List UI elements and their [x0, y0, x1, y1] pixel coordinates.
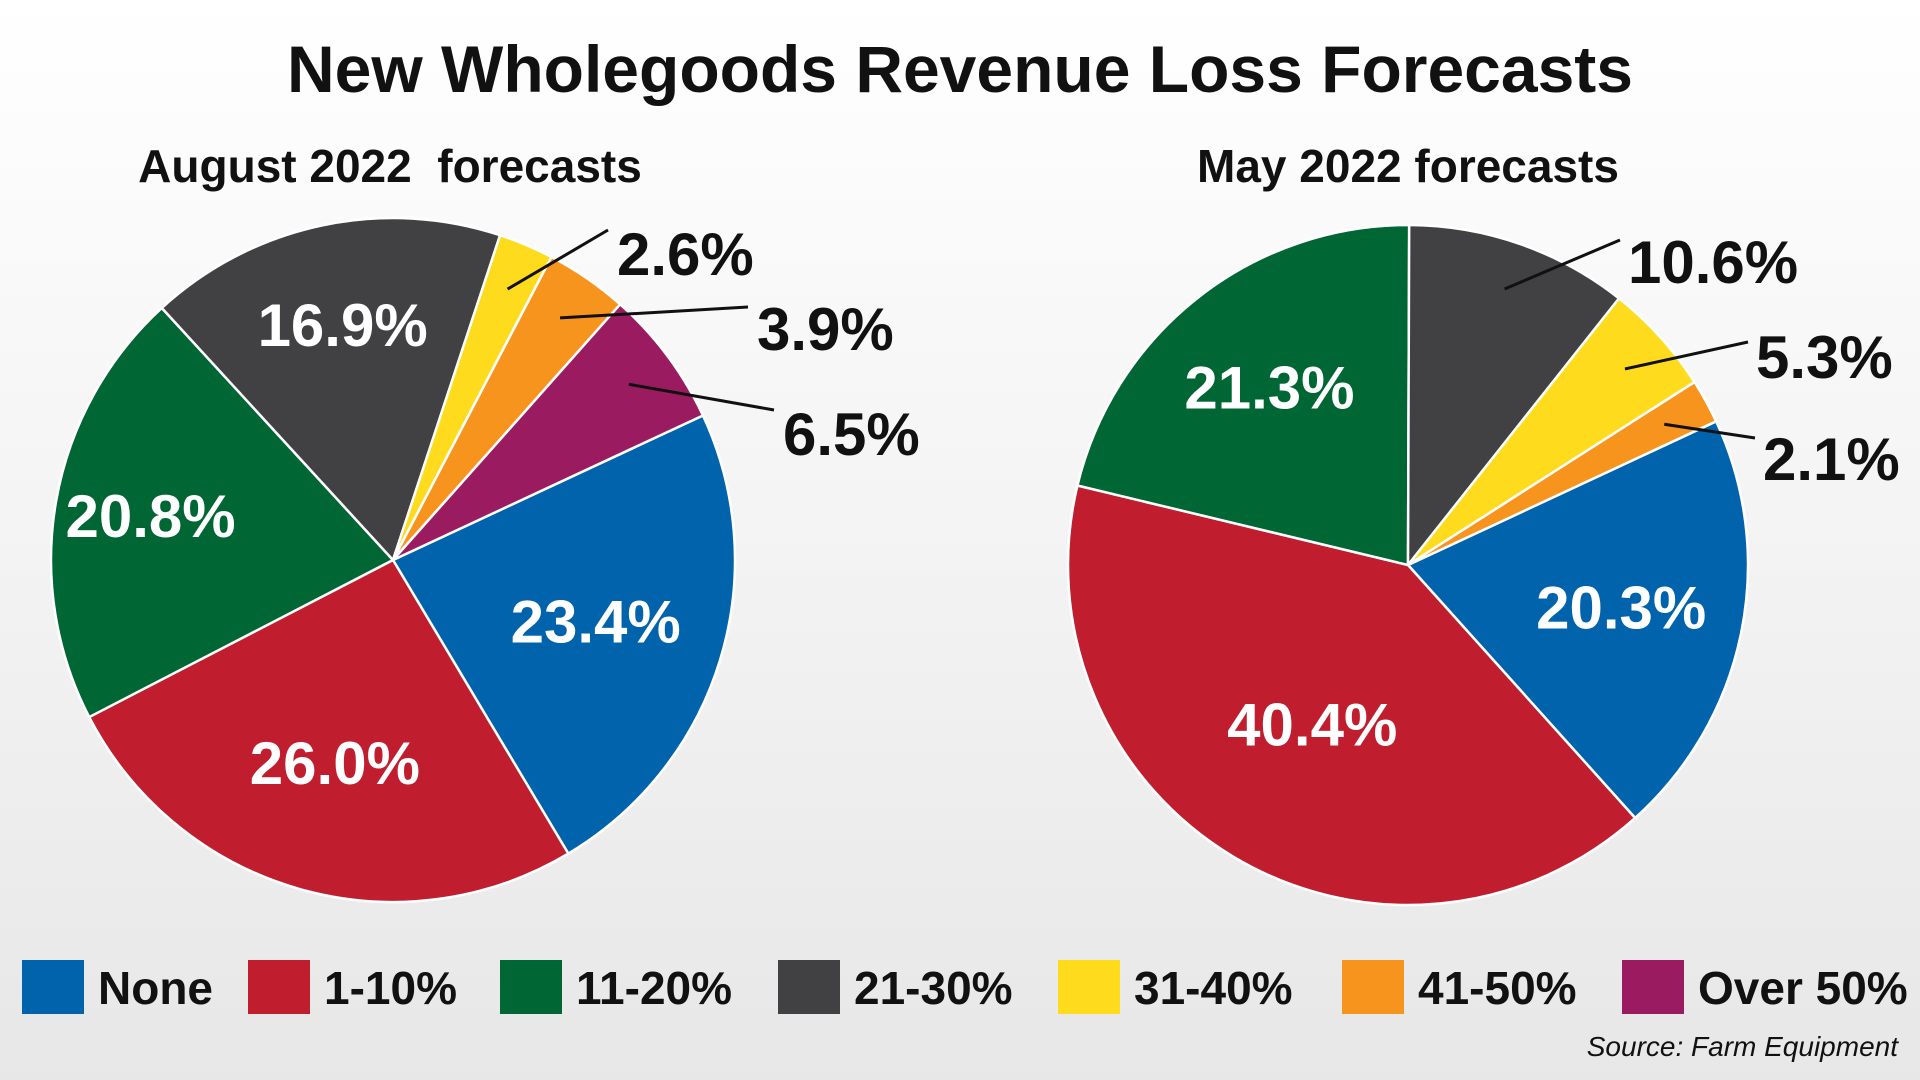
pie-slice-21-30pct: [1406, 223, 1621, 567]
august-pie-title: August 2022 forecasts: [138, 140, 642, 192]
leader-line-41-50pct: [559, 305, 749, 320]
legend-label-31-40pct: 31-40%: [1134, 962, 1293, 1014]
data-label-41-50pct: 3.9%: [757, 296, 894, 363]
pie-slice-21-30pct: [160, 216, 502, 562]
source-note: Source: Farm Equipment: [1587, 1031, 1899, 1062]
pie-slice-none: [1406, 420, 1750, 820]
pie-slice-11-20pct: [49, 306, 395, 719]
leader-line-41-50pct: [1664, 422, 1756, 440]
data-label-31-40pct: 5.3%: [1756, 324, 1893, 391]
legend-swatch-over-50pct: [1622, 960, 1684, 1014]
leader-line-21-30pct: [1503, 238, 1621, 291]
data-label-over-50pct: 6.5%: [783, 401, 920, 468]
pie-slice-1-10pct: [87, 558, 570, 904]
legend-label-11-20pct: 11-20%: [576, 962, 732, 1014]
leader-line-31-40pct: [1624, 340, 1749, 371]
data-label-none: 20.3%: [1536, 575, 1706, 642]
data-label-11-20pct: 20.8%: [65, 483, 235, 550]
data-label-21-30pct: 10.6%: [1628, 229, 1798, 296]
legend-swatch-41-50pct: [1342, 960, 1404, 1014]
legend-label-41-50pct: 41-50%: [1418, 962, 1577, 1014]
legend-swatch-21-30pct: [778, 960, 840, 1014]
data-label-1-10pct: 26.0%: [250, 730, 420, 797]
data-label-21-30pct: 16.9%: [258, 292, 428, 359]
leader-line-31-40pct: [506, 228, 609, 291]
data-label-none: 23.4%: [511, 588, 681, 655]
legend: None 1-10% 11-20% 21-30% 31-40% 41-50% Over 50…: [22, 960, 1908, 1014]
data-label-1-10pct: 40.4%: [1227, 692, 1397, 759]
data-label-31-40pct: 2.6%: [617, 221, 754, 288]
pie-slice-11-20pct: [1076, 223, 1411, 567]
legend-label-none: None: [98, 962, 213, 1014]
august-2022-pie: 23.4% 26.0% 20.8% 16.9% 2.6%3.9% 6.5%: [49, 216, 920, 904]
legend-swatch-11-20pct: [500, 960, 562, 1014]
pie-slice-41-50pct: [1406, 380, 1718, 567]
may-pie-title: May 2022 forecasts: [1197, 140, 1619, 192]
chart-title: New Wholegoods Revenue Loss Forecasts: [287, 32, 1633, 106]
pie-slice-over-50pct: [391, 303, 705, 562]
pie-slice-1-10pct: [1066, 484, 1637, 907]
legend-label-over-50pct: Over 50%: [1698, 962, 1908, 1014]
legend-swatch-31-40pct: [1058, 960, 1120, 1014]
data-label-41-50pct: 2.1%: [1763, 426, 1900, 493]
data-label-11-20pct: 21.3%: [1184, 355, 1354, 422]
legend-label-21-30pct: 21-30%: [854, 962, 1013, 1014]
pie-slice-none: [391, 414, 737, 855]
legend-label-1-10pct: 1-10%: [324, 962, 457, 1014]
legend-swatch-1-10pct: [248, 960, 310, 1014]
may-2022-pie: 20.3% 40.4% 21.3% 10.6% 5.3% 2.1%: [1066, 223, 1900, 907]
legend-swatch-none: [22, 960, 84, 1014]
leader-line-over-50pct: [628, 382, 775, 412]
